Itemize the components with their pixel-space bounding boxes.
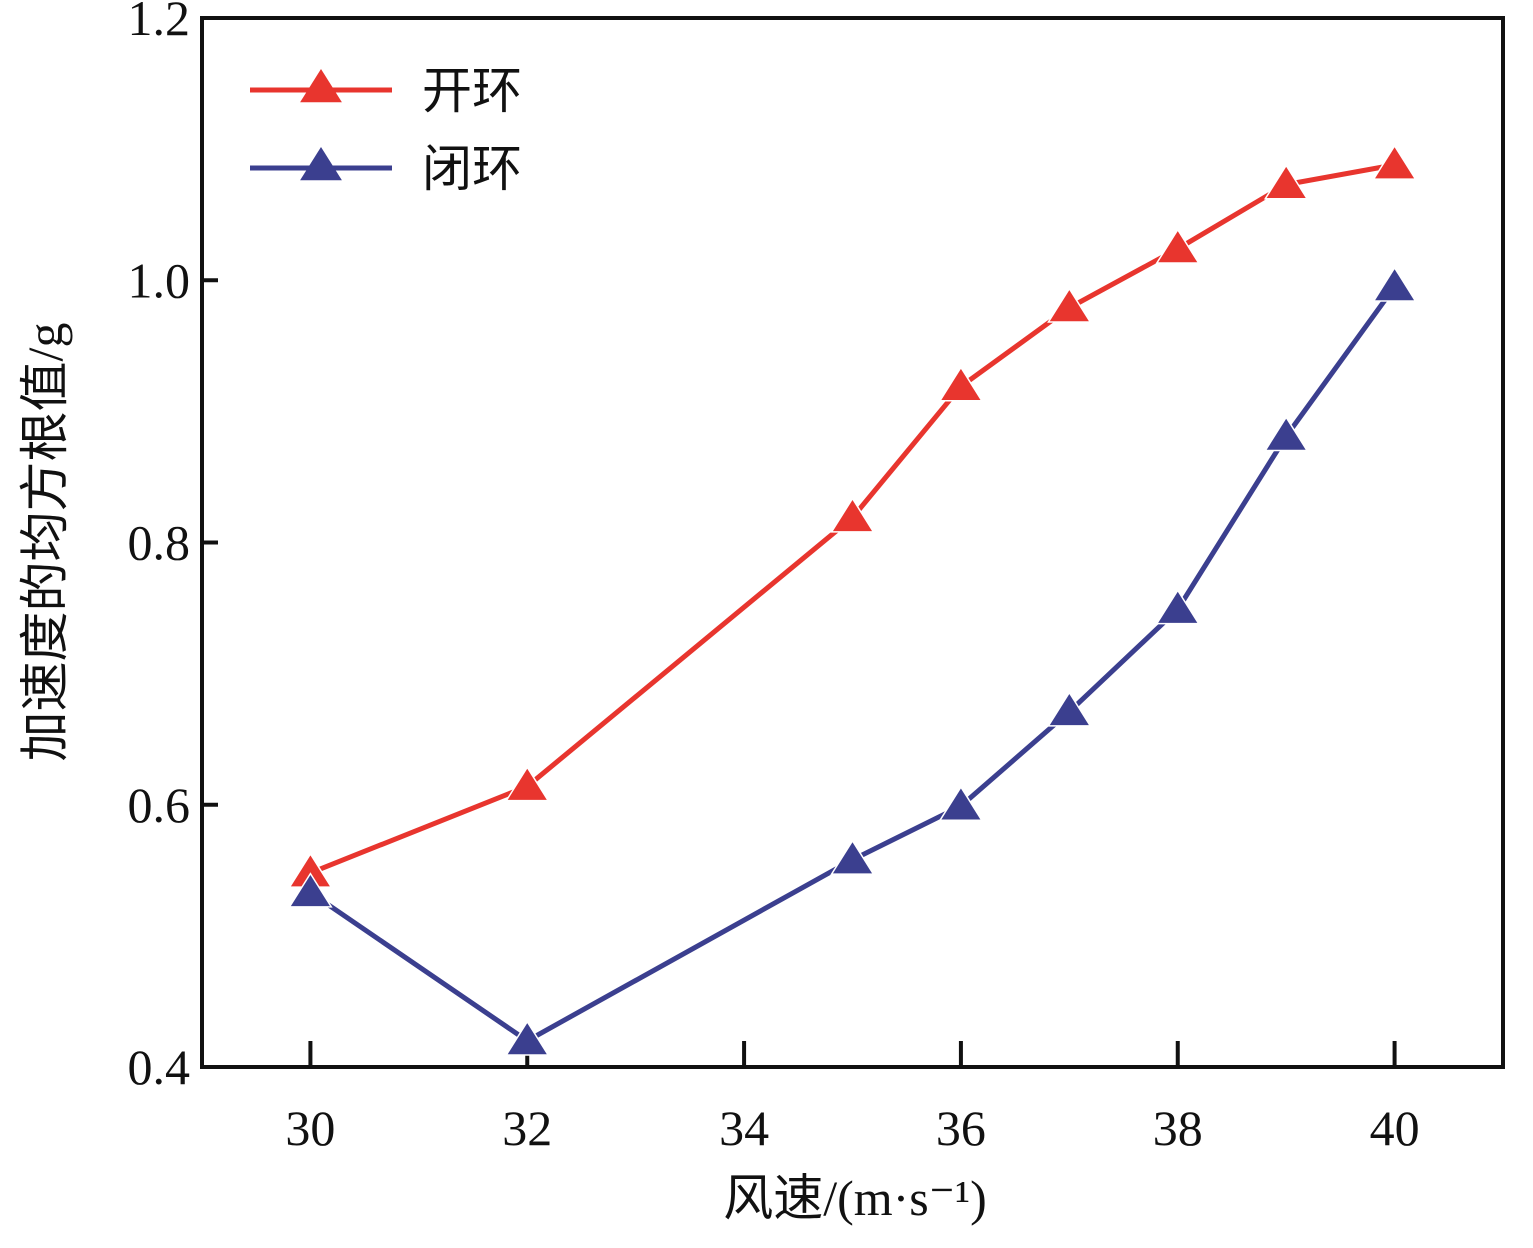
y-tick-label: 1.2	[128, 0, 191, 46]
marker	[288, 872, 333, 908]
x-tick-label: 32	[502, 1100, 552, 1156]
x-tick-label: 36	[936, 1100, 986, 1156]
marker	[1263, 164, 1309, 200]
y-tick-label: 0.4	[128, 1039, 191, 1095]
marker	[1372, 144, 1417, 180]
marker	[830, 839, 875, 875]
marker	[504, 765, 550, 802]
marker	[1155, 228, 1201, 264]
legend-marker	[300, 69, 342, 103]
x-tick-label: 34	[719, 1100, 769, 1156]
legend-marker	[300, 147, 342, 181]
x-axis-label: 风速/(m·s⁻¹)	[723, 1170, 987, 1226]
y-axis-label: 加速度的均方根值/g	[17, 323, 73, 762]
marker	[830, 497, 875, 533]
y-tick-label: 0.6	[128, 777, 191, 833]
marker	[1263, 415, 1309, 452]
marker	[938, 785, 984, 822]
legend-label: 开环	[422, 63, 522, 119]
marker	[1372, 266, 1417, 302]
marker	[1047, 691, 1092, 727]
x-tick-label: 38	[1153, 1100, 1203, 1156]
marker	[938, 366, 984, 402]
marker	[504, 1020, 550, 1056]
marker	[1047, 287, 1092, 323]
marker	[1155, 588, 1201, 625]
legend-label: 闭环	[422, 141, 522, 197]
x-tick-label: 30	[285, 1100, 335, 1156]
plot-frame	[200, 16, 1505, 1069]
y-tick-label: 1.0	[128, 252, 191, 308]
series-line	[309, 285, 1397, 1044]
x-tick-label: 40	[1370, 1100, 1420, 1156]
y-tick-label: 0.8	[128, 515, 191, 571]
